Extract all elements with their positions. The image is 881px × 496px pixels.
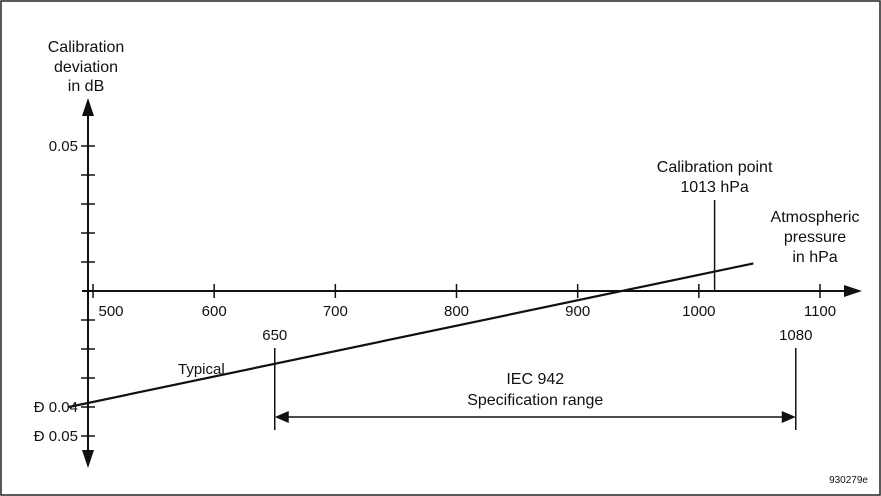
spec-range-label-line-1: IEC 942 xyxy=(506,371,564,388)
x-tick-label-4: 900 xyxy=(565,303,590,320)
spec-range-label-line-2: Specification range xyxy=(467,392,603,409)
y-axis-label-line-3: in dB xyxy=(68,78,104,95)
y-tick-label-0: 0.05 xyxy=(49,138,78,155)
x-tick-label-2: 700 xyxy=(323,303,348,320)
x-axis-arrow xyxy=(844,285,862,297)
spec-range-to-label: 1080 xyxy=(779,327,812,344)
y-axis-arrow-up xyxy=(82,98,94,116)
y-tick-label-2: Ð 0.05 xyxy=(34,428,78,445)
x-axis-label-line-1: Atmospheric xyxy=(771,209,860,226)
spec-range-from-label: 650 xyxy=(262,327,287,344)
x-tick-label-6: 1100 xyxy=(804,303,836,320)
y-axis-arrow-down xyxy=(82,450,94,468)
calibration-point-label-line-1: Calibration point xyxy=(657,159,773,176)
y-ticks: 0.05 Ð 0.04 Ð 0.05 xyxy=(34,138,95,445)
x-tick-label-5: 1000 xyxy=(682,303,715,320)
y-axis-label-line-2: deviation xyxy=(54,59,118,76)
line-label-typical: Typical xyxy=(178,361,225,378)
x-tick-label-3: 800 xyxy=(444,303,469,320)
x-axis-label-line-3: in hPa xyxy=(792,249,837,266)
x-axis-label-line-2: pressure xyxy=(784,229,846,246)
x-ticks: 500 600 700 800 900 1000 1100 xyxy=(92,284,836,320)
spec-range-arrow-left-head xyxy=(274,411,289,423)
spec-range-arrow-right-head xyxy=(781,411,796,423)
x-tick-label-0: 500 xyxy=(98,303,123,320)
y-axis-label-line-1: Calibration xyxy=(48,39,124,56)
x-tick-label-1: 600 xyxy=(202,303,227,320)
series-line-typical xyxy=(68,262,754,409)
figure-id: 930279e xyxy=(829,475,868,486)
y-tick-label-1: Ð 0.04 xyxy=(34,399,78,416)
calibration-point-label-line-2: 1013 hPa xyxy=(680,179,749,196)
